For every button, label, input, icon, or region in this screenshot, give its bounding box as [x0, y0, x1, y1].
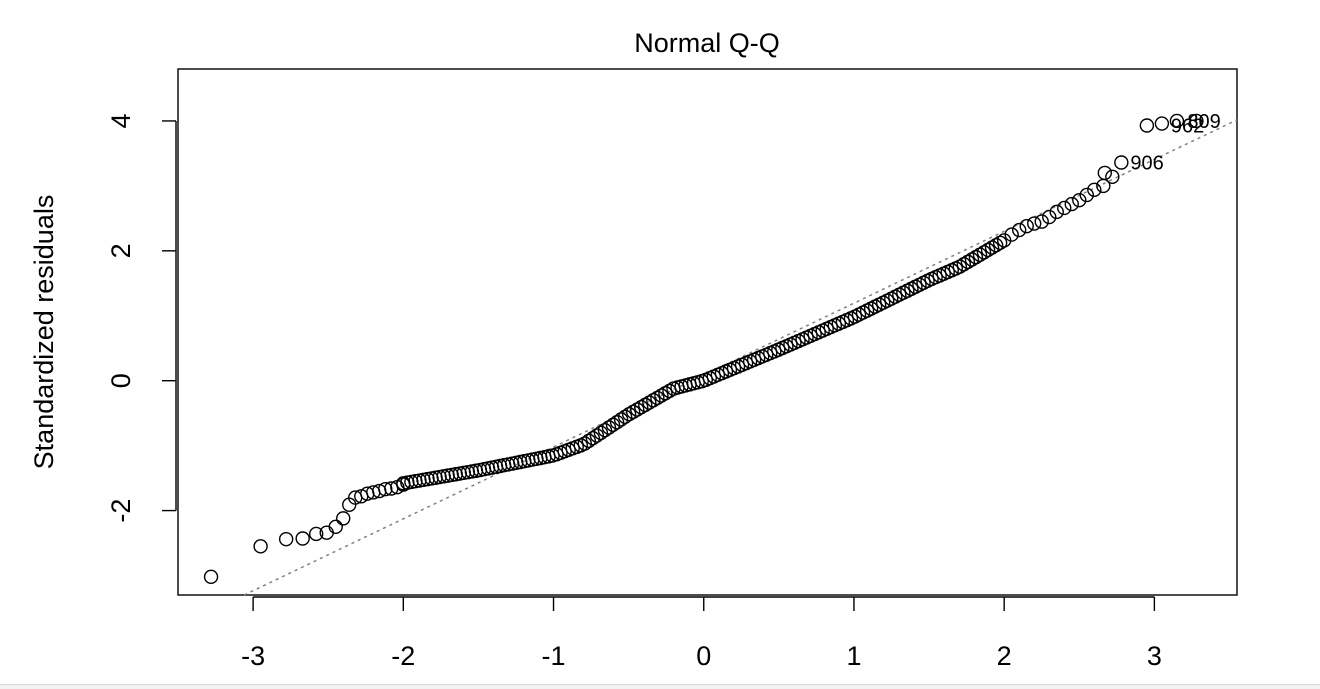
reference-line: [243, 119, 1238, 596]
x-tick-label: -1: [542, 641, 566, 671]
points-group: [203, 113, 1204, 585]
data-point: [597, 422, 613, 438]
data-point: [336, 511, 351, 526]
data-point: [976, 245, 992, 260]
window-bottom-edge: [0, 684, 1320, 689]
x-tick-label: 1: [846, 641, 861, 671]
data-point: [253, 539, 268, 554]
data-point: [968, 249, 984, 265]
data-point: [992, 235, 1008, 251]
x-tick-label: 2: [997, 641, 1012, 671]
data-point: [952, 259, 968, 274]
data-point: [1079, 187, 1094, 203]
data-point: [617, 409, 633, 425]
data-point: [1189, 113, 1204, 129]
data-point: [601, 420, 617, 435]
data-point: [581, 433, 597, 449]
data-point: [1049, 204, 1064, 220]
data-point: [1114, 155, 1129, 170]
data-point: [203, 569, 219, 585]
data-point: [1154, 116, 1170, 131]
y-tick-label: 0: [106, 373, 136, 388]
x-tick-label: 3: [1147, 641, 1162, 671]
y-tick-label: 2: [106, 243, 136, 258]
data-point: [278, 531, 294, 547]
plot-frame: [177, 68, 1238, 596]
data-point: [1027, 216, 1042, 231]
data-point: [1169, 113, 1185, 129]
data-point: [972, 247, 988, 262]
data-point: [1057, 200, 1072, 216]
data-point: [1064, 196, 1079, 212]
data-point: [1087, 182, 1102, 197]
data-point: [1105, 169, 1120, 184]
x-axis: -3 -2 -1 0 1 2 3: [241, 596, 1162, 671]
x-tick-label: -2: [391, 641, 415, 671]
data-point: [988, 238, 1004, 253]
data-point: [613, 412, 629, 427]
data-point: [577, 436, 592, 451]
data-point: [589, 428, 605, 443]
data-point: [1019, 218, 1034, 234]
data-point: [585, 430, 601, 446]
point-label: 906: [1130, 153, 1163, 175]
y-axis: -2 0 2 4: [106, 113, 177, 523]
data-point: [593, 425, 609, 441]
data-point: [964, 252, 980, 267]
point-label: 962: [1171, 115, 1204, 137]
data-point: [1034, 214, 1049, 229]
data-point: [605, 417, 621, 433]
y-axis-label: Standardized residuals: [29, 195, 59, 470]
data-point: [295, 531, 310, 546]
data-point: [1072, 192, 1087, 208]
data-point: [960, 254, 976, 270]
data-point: [308, 526, 324, 542]
data-point: [1139, 118, 1155, 133]
data-point: [984, 240, 1000, 255]
x-tick-label: 0: [696, 641, 711, 671]
data-point: [609, 414, 625, 430]
data-point: [1042, 209, 1057, 225]
y-tick-label: 4: [106, 113, 136, 128]
reference-line-group: [243, 119, 1238, 596]
data-point: [328, 519, 343, 535]
data-point: [996, 233, 1012, 248]
data-point: [980, 242, 996, 258]
data-point: [956, 257, 972, 272]
x-tick-label: -3: [241, 641, 265, 671]
point-label: 809: [1187, 111, 1220, 133]
data-point: [1097, 165, 1113, 181]
chart-title: Normal Q-Q: [634, 28, 780, 58]
y-tick-label: -2: [106, 499, 136, 523]
data-point: [1011, 222, 1027, 238]
